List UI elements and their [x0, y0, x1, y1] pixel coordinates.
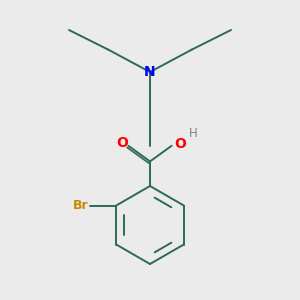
Text: Br: Br	[73, 199, 88, 212]
Text: H: H	[189, 127, 198, 140]
Text: O: O	[116, 136, 128, 150]
Text: O: O	[174, 137, 186, 151]
Text: N: N	[144, 65, 156, 79]
